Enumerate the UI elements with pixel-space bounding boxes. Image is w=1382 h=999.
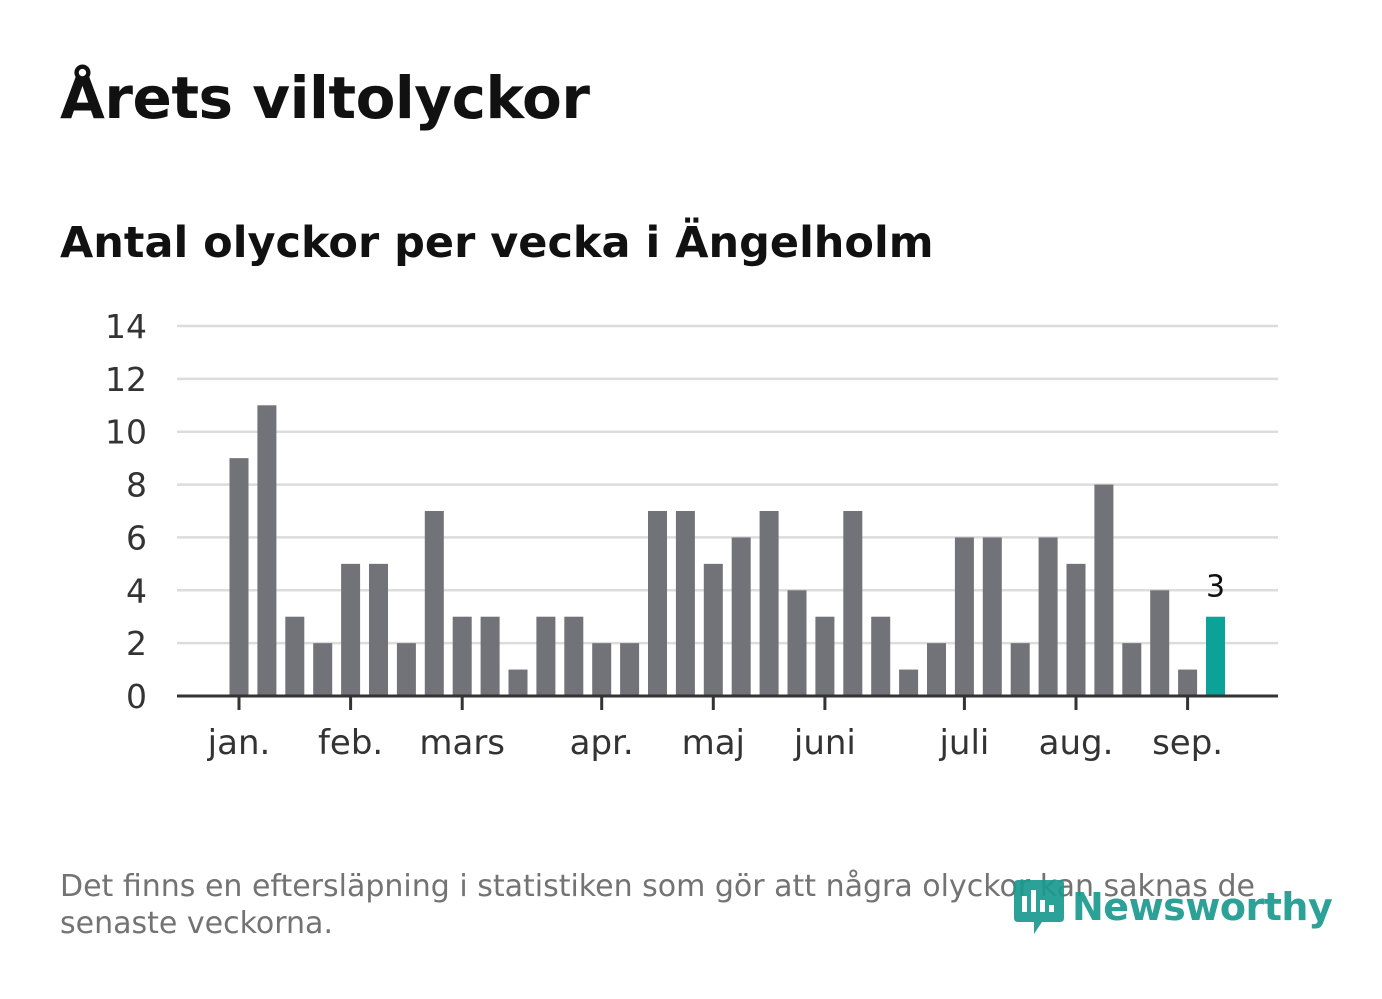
annotations: 3 [1206,570,1225,605]
bar [787,590,807,696]
bar [396,643,416,696]
x-tick-label: juli [938,723,989,763]
newsworthy-chart-bubble-icon [1014,880,1064,934]
logo-text: Newsworthy [1072,885,1333,929]
x-tick-label: aug. [1039,723,1114,763]
bar [759,511,779,696]
bar [1178,669,1198,696]
bar [1122,643,1142,696]
bar [592,643,612,696]
bar [899,669,919,696]
bar [1066,563,1086,696]
bar [480,616,500,696]
bar [313,643,333,696]
x-tick-label: feb. [318,723,383,763]
bar [257,405,277,696]
bar [452,616,472,696]
bar [982,537,1002,696]
bar [1094,484,1114,696]
bar-chart: 0 2 4 6 8 10 12 14 jan. feb. mars apr. maj juni juli a… [105,307,1278,763]
y-tick-label: 14 [105,307,147,346]
y-tick-label: 8 [126,466,147,505]
bar [731,537,751,696]
chart-subtitle: Antal olyckor per vecka i Ängelholm [60,218,934,268]
y-tick-label: 10 [105,413,147,452]
bar [927,643,946,696]
y-axis-ticks: 0 2 4 6 8 10 12 14 [105,307,147,716]
x-tick-label: mars [419,723,505,763]
bar [648,511,667,696]
bar [843,511,863,696]
y-tick-label: 0 [126,677,147,716]
bar [675,511,695,696]
bar [424,511,444,696]
bar [229,458,249,696]
bar [954,537,974,696]
bar [620,643,640,696]
x-tick-label: maj [682,723,745,763]
x-tick-label: juni [793,723,856,763]
bar [1010,643,1030,696]
x-tick-label: apr. [570,723,634,763]
y-tick-label: 6 [126,518,147,557]
y-tick-label: 12 [105,360,147,399]
x-axis: jan. feb. mars apr. maj juni juli aug. sep. [177,694,1278,763]
bar [703,563,723,696]
bars [229,405,1225,696]
bar [871,616,891,696]
bar [564,616,584,696]
bar [369,563,388,696]
x-tick-label: sep. [1152,723,1223,763]
chart-title: Årets viltolyckor [60,64,590,132]
bar [285,616,305,696]
bar [536,616,556,696]
bar [508,669,528,696]
bar [341,563,361,696]
bar [1150,590,1170,696]
bar [1038,537,1058,696]
bar-highlighted [1206,616,1225,696]
newsworthy-logo: Newsworthy [1012,876,1333,938]
y-tick-label: 4 [126,571,147,610]
bar [815,616,835,696]
x-tick-label: jan. [207,723,271,763]
data-label: 3 [1206,570,1225,605]
y-tick-label: 2 [126,624,147,663]
